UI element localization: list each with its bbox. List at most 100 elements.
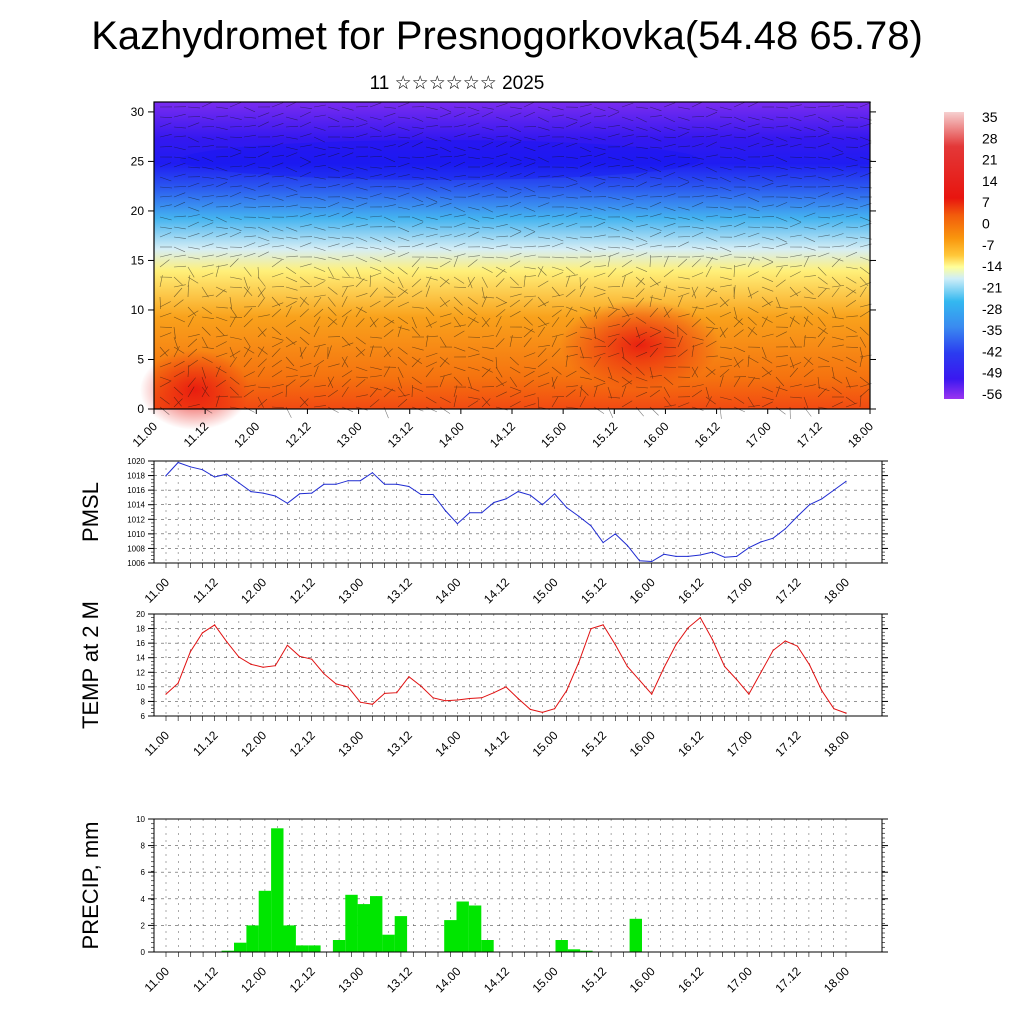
data-point: [736, 555, 738, 558]
y-tick-label: 1020: [127, 457, 145, 466]
data-point: [529, 494, 531, 496]
warm-core-east: [560, 300, 720, 390]
x-tick-label: 15.00: [530, 964, 561, 995]
x-tick-label: 11.12: [190, 575, 221, 606]
data-point: [384, 692, 386, 695]
y-tick-label: 8: [141, 697, 146, 706]
data-point: [809, 504, 811, 506]
y-tick-label: 1012: [127, 515, 145, 524]
data-point: [821, 689, 823, 692]
data-point: [833, 708, 835, 710]
data-point: [444, 509, 446, 512]
data-point: [772, 537, 774, 539]
data-point: [201, 632, 203, 634]
x-tick-label: 13.00: [334, 419, 365, 450]
x-tick-label: 13.12: [384, 964, 415, 995]
data-point: [214, 476, 216, 478]
colorbar-label: -35: [982, 322, 1002, 338]
x-tick-label: 12.12: [282, 419, 313, 450]
x-tick-label: 16.12: [675, 575, 706, 606]
precip-bar: [357, 904, 370, 952]
x-tick-label: 15.12: [578, 575, 609, 606]
data-point: [505, 498, 507, 500]
data-point: [238, 656, 240, 658]
y-tick-label: 20: [131, 204, 145, 218]
x-tick-label: 18.00: [821, 964, 852, 995]
x-tick-label: 14.00: [432, 575, 463, 606]
data-point: [165, 475, 167, 477]
data-point: [541, 711, 544, 714]
data-point: [262, 666, 264, 668]
data-point: [286, 502, 288, 504]
colorbar-label: 7: [982, 194, 990, 210]
colorbar-label: 28: [982, 130, 998, 146]
colorbar: 35 28 21 14 7 0 -7 -14 -21 -28 -35 -42 -49 -56: [944, 109, 1002, 402]
data-point: [469, 697, 471, 700]
y-tick-label: 6: [141, 868, 146, 877]
y-tick-label: 10: [136, 815, 145, 824]
x-tick-label: 16.12: [692, 419, 723, 450]
data-point: [311, 658, 313, 660]
data-point: [177, 461, 179, 464]
data-point: [821, 498, 823, 500]
x-tick-label: 13.00: [335, 964, 366, 995]
data-point: [505, 686, 507, 688]
colorbar-label: 21: [982, 152, 998, 168]
precip-bar: [283, 925, 296, 952]
data-point: [748, 547, 750, 549]
temp-plot: 6 8 10 12 14 16 18 20 11.00 11.12 12.00 12.12 13.00 1…: [78, 601, 888, 759]
data-point: [614, 644, 616, 646]
x-tick-label: 17.12: [772, 964, 803, 995]
data-point: [444, 700, 446, 702]
x-tick-label: 14.00: [432, 964, 463, 995]
y-tick-label: 18: [136, 625, 145, 634]
y-tick-label: 1010: [127, 530, 145, 539]
data-point: [493, 501, 495, 504]
x-tick-label: 12.00: [238, 575, 269, 606]
colorbar-label: -14: [982, 258, 1002, 274]
y-tick-label: 4: [141, 895, 146, 904]
data-point: [238, 482, 240, 484]
data-point: [796, 515, 799, 518]
data-point: [809, 664, 811, 666]
chart-subtitle: 11 ☆☆☆☆☆☆ 2025: [369, 73, 545, 94]
data-point: [566, 507, 568, 509]
x-tick-label: 14.12: [481, 575, 512, 606]
data-point: [566, 689, 568, 692]
cross-section-field: [154, 102, 870, 409]
data-point: [724, 665, 726, 668]
precip-bar: [332, 940, 346, 952]
x-tick-label: 11.12: [190, 964, 221, 995]
x-tick-label: 13.12: [384, 728, 415, 759]
data-point: [299, 655, 301, 657]
jet-core: [180, 140, 700, 180]
data-point: [675, 555, 677, 558]
data-point: [311, 492, 313, 494]
precip-bar: [468, 905, 482, 952]
data-point: [286, 644, 288, 646]
data-point: [602, 624, 604, 626]
x-tick-label: 16.00: [627, 964, 658, 995]
colorbar-label: -21: [982, 279, 1002, 295]
colorbar-gradient: [944, 112, 964, 399]
x-tick-label: 12.00: [238, 728, 269, 759]
colorbar-label: 14: [982, 173, 998, 189]
data-point: [784, 528, 786, 530]
y-tick-label: 15: [131, 253, 145, 267]
data-point: [602, 542, 604, 544]
precip-bar: [258, 890, 272, 952]
precip-bar: [444, 920, 457, 952]
data-point: [323, 673, 325, 675]
data-point: [432, 697, 434, 699]
x-tick-label: 12.00: [231, 419, 262, 450]
data-point: [651, 693, 653, 695]
data-point: [347, 686, 349, 688]
data-point: [626, 544, 629, 547]
y-tick-label: 16: [136, 639, 145, 648]
data-point: [165, 693, 167, 695]
wind-barbs: [159, 101, 873, 420]
x-tick-label: 17.00: [724, 964, 755, 995]
y-tick-label: 1016: [127, 486, 145, 495]
data-point: [748, 693, 750, 695]
